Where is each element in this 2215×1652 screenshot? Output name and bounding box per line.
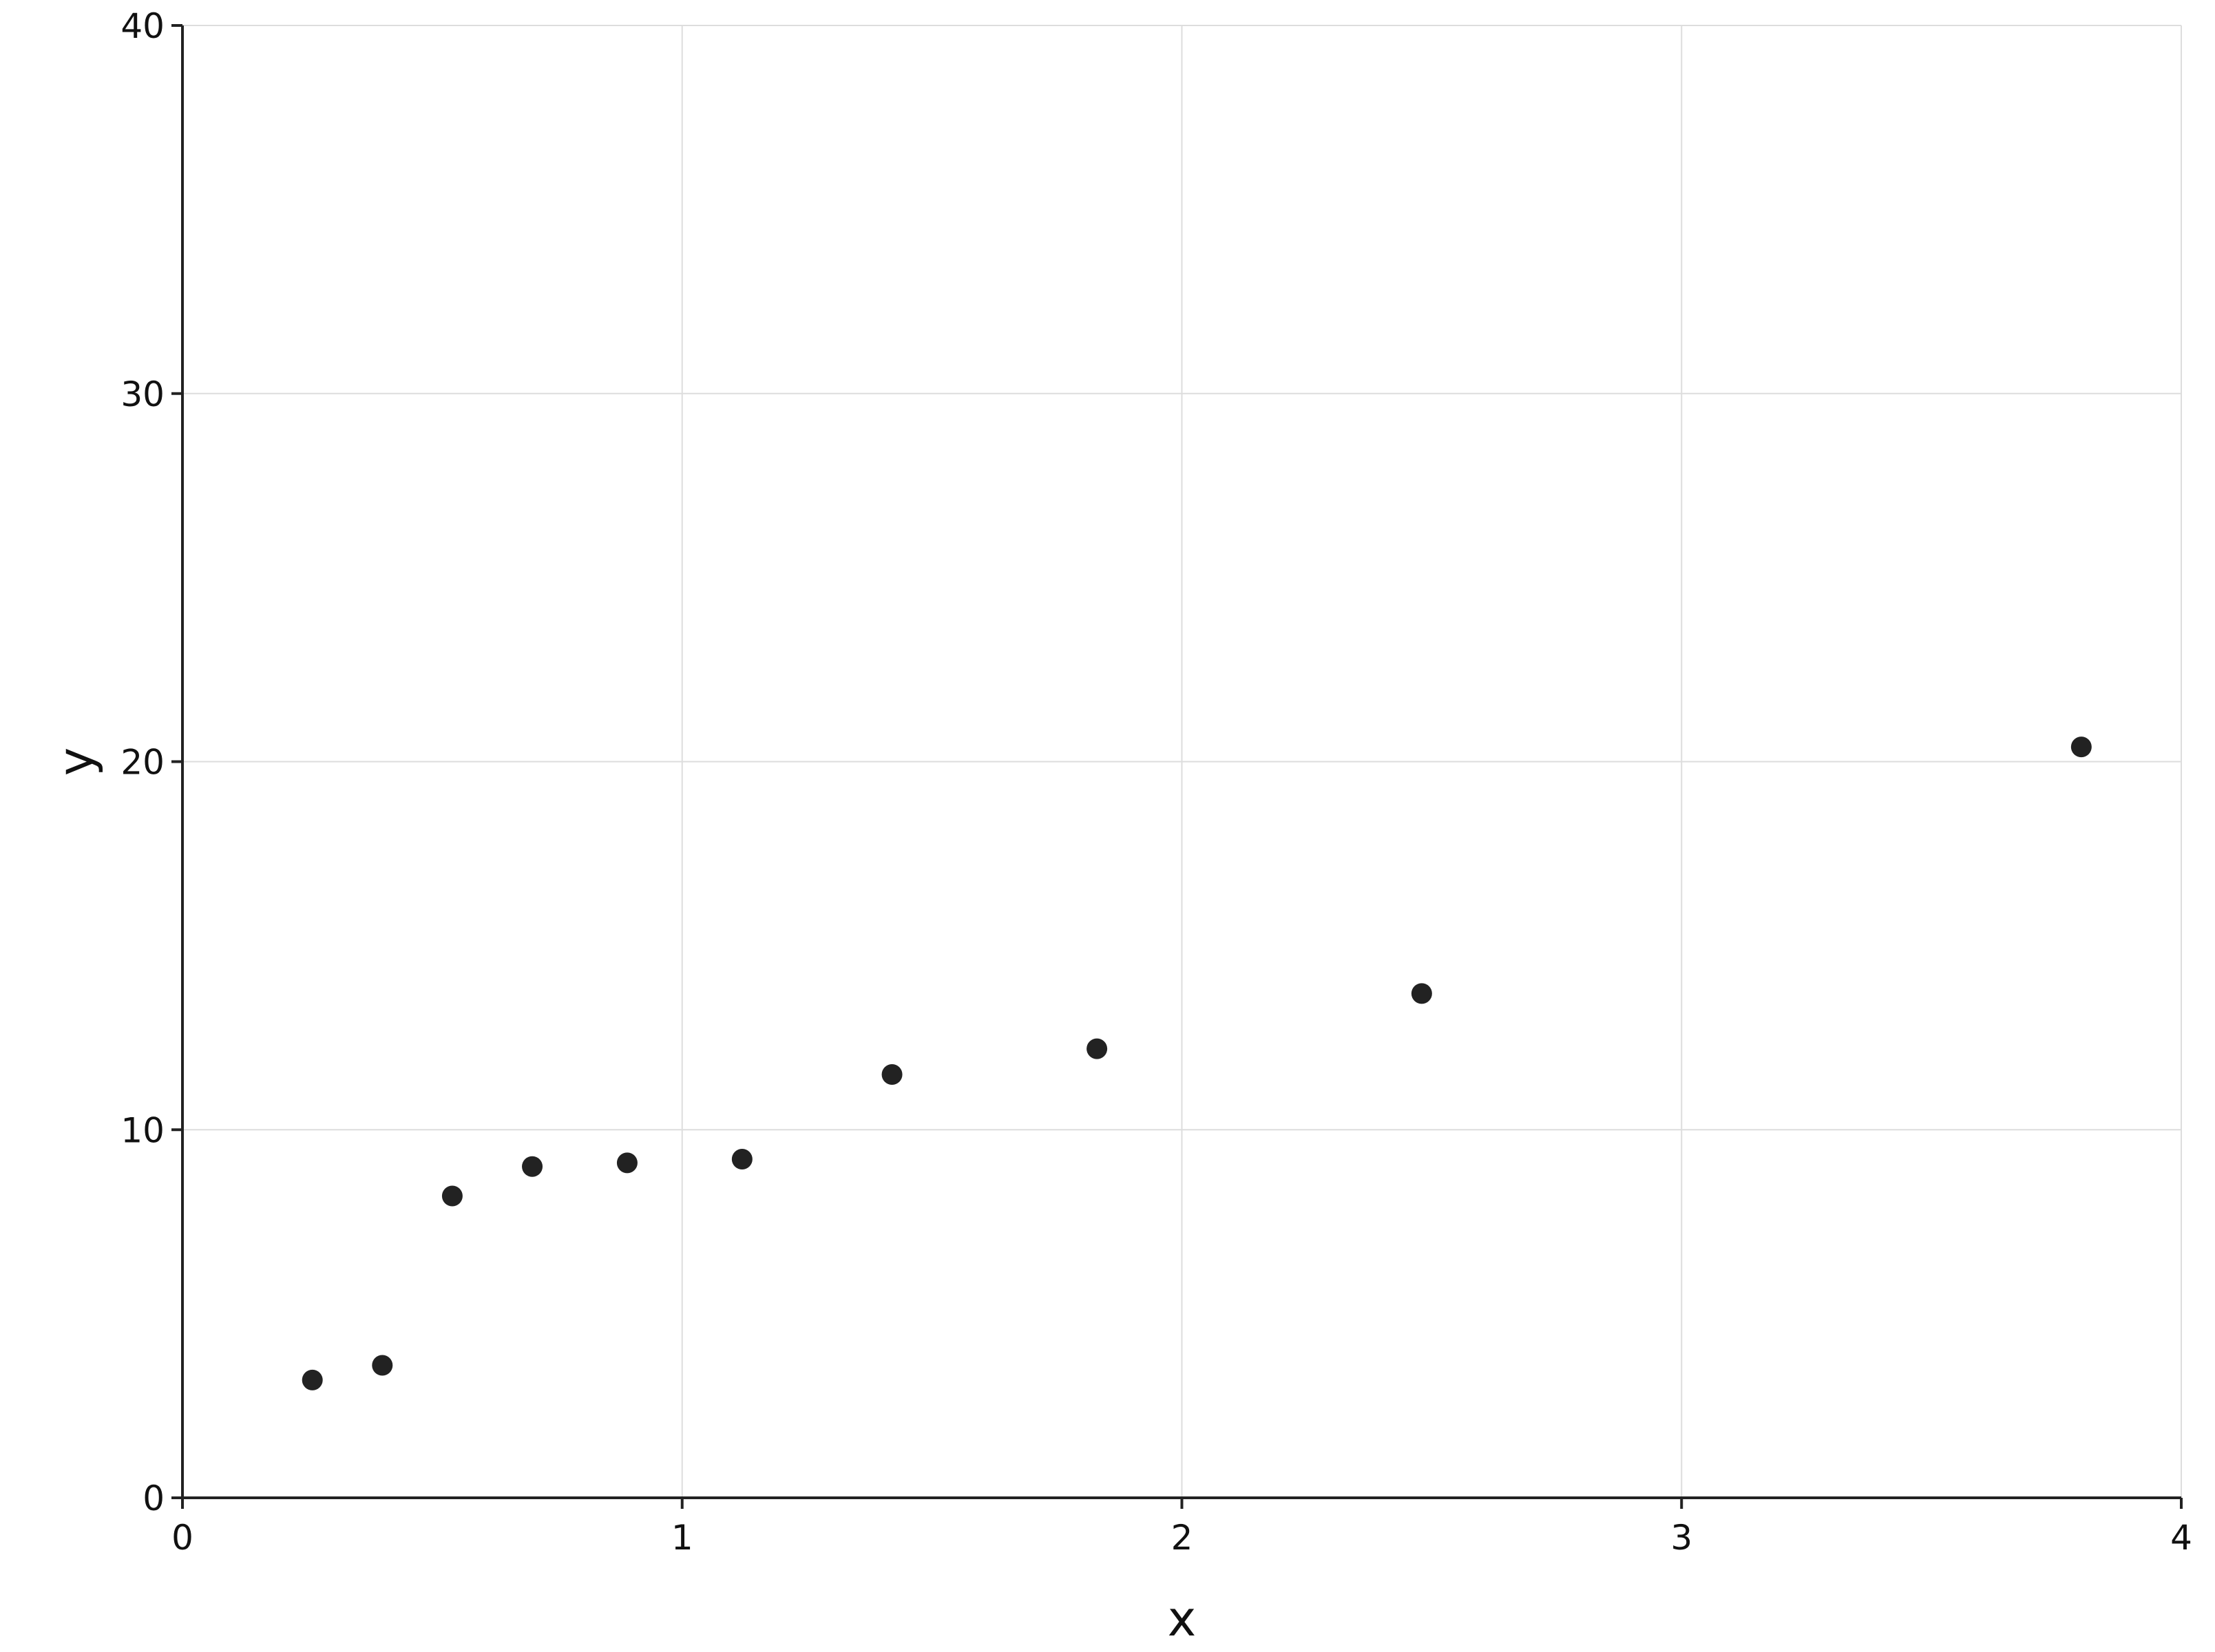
data-point <box>616 1152 638 1174</box>
x-tick-label: 2 <box>1171 1518 1193 1558</box>
data-point <box>2070 737 2092 758</box>
x-tick-label: 4 <box>2170 1518 2192 1558</box>
data-point <box>881 1064 903 1086</box>
x-axis-label: x <box>1168 1591 1196 1647</box>
x-tick-label: 0 <box>171 1518 193 1558</box>
data-point <box>1086 1038 1108 1059</box>
data-point <box>731 1149 753 1170</box>
y-tick-label: 30 <box>120 374 165 414</box>
x-ticks: 0 1 2 3 4 <box>171 1498 2192 1558</box>
x-tick-label: 1 <box>671 1518 693 1558</box>
y-ticks: 0 10 20 30 40 <box>120 6 182 1518</box>
data-point <box>522 1156 543 1177</box>
y-axis-label: y <box>48 748 105 776</box>
y-tick-label: 20 <box>120 743 165 783</box>
data-point <box>441 1185 463 1207</box>
data-point <box>372 1355 393 1376</box>
x-tick-label: 3 <box>1670 1518 1692 1558</box>
data-point <box>1411 983 1432 1004</box>
data-point <box>302 1369 323 1390</box>
y-tick-label: 10 <box>120 1110 165 1150</box>
y-tick-label: 0 <box>143 1479 165 1518</box>
grid-lines <box>182 25 2182 1499</box>
data-points <box>302 737 2092 1390</box>
y-tick-label: 40 <box>120 6 165 46</box>
